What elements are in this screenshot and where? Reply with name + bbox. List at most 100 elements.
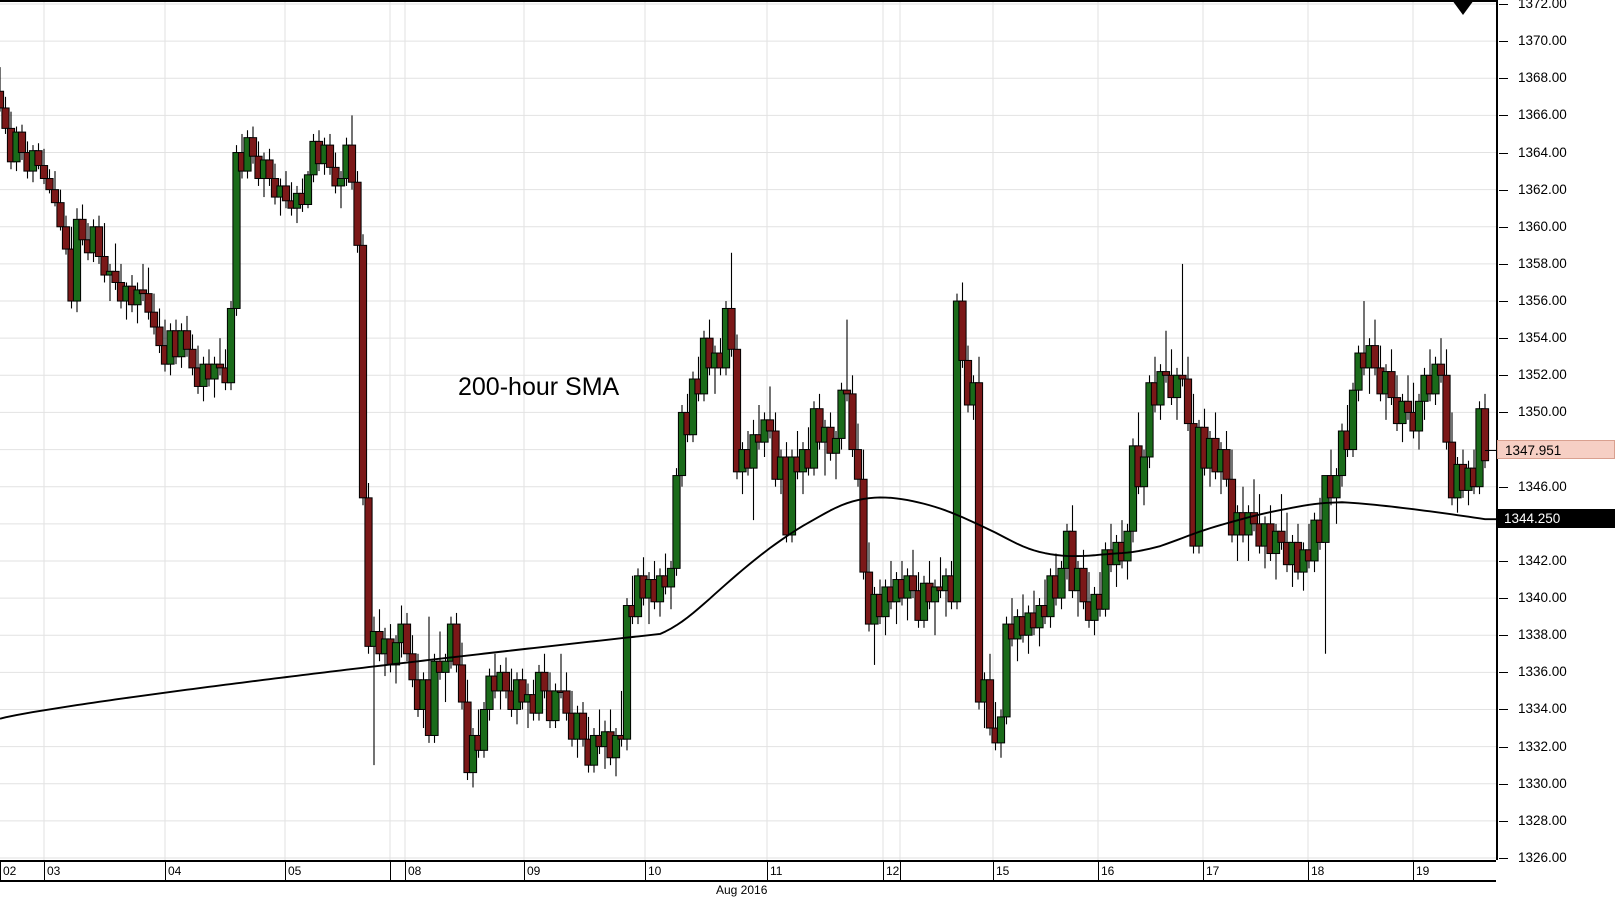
candle-body [589, 734, 599, 766]
candle-body [391, 642, 401, 666]
candle-body [215, 363, 225, 369]
y-axis-tick [1499, 41, 1508, 43]
y-axis-tick [1499, 858, 1508, 859]
candle-body [149, 311, 159, 328]
x-axis-separator [44, 860, 45, 881]
candle-body [331, 166, 340, 187]
candle-body [39, 165, 49, 180]
candle-body [210, 363, 219, 380]
y-axis-tick [1499, 635, 1508, 637]
candle-body [303, 174, 313, 206]
candle-body [732, 348, 742, 473]
candle-body [1057, 567, 1066, 599]
x-axis-label: 12 [886, 864, 900, 878]
x-axis-separator [390, 860, 391, 881]
x-axis-label: 03 [47, 864, 61, 878]
x-axis-separator [1413, 860, 1414, 881]
candle-body [1337, 430, 1347, 477]
y-axis-label: 1346.00 [1518, 478, 1567, 494]
candle-body [364, 497, 373, 647]
candle-body [347, 144, 357, 183]
candle-body [1370, 345, 1380, 369]
y-axis-label: 1352.00 [1518, 367, 1567, 383]
y-axis-tick [1499, 189, 1508, 191]
candle-body [1183, 378, 1193, 425]
y-axis-label: 1364.00 [1518, 144, 1567, 160]
y-axis-label: 1370.00 [1518, 33, 1567, 49]
x-axis-separator [767, 860, 768, 881]
candle-body [952, 300, 962, 603]
x-axis-separator [993, 860, 994, 881]
candle-body [138, 289, 148, 295]
x-axis-separator [900, 860, 901, 881]
candle-body [853, 449, 863, 480]
candle-body [325, 144, 335, 168]
y-axis-label: 1328.00 [1518, 812, 1567, 828]
y-axis-tick [1499, 226, 1508, 228]
x-axis-separator [165, 860, 166, 881]
x-axis-label: 11 [770, 864, 783, 878]
candle-body [540, 671, 549, 692]
candle-body [479, 708, 489, 751]
y-axis-label: 1368.00 [1518, 70, 1567, 86]
x-axis-label: 15 [996, 864, 1010, 878]
candle-body [100, 255, 109, 276]
candle-body [353, 181, 362, 246]
candle-body [518, 679, 527, 703]
y-axis-label: 1358.00 [1518, 255, 1567, 271]
candle-body [133, 289, 142, 306]
x-axis-separator [285, 860, 286, 881]
x-axis-label: 05 [288, 864, 302, 878]
candle-body [1145, 382, 1154, 458]
candle-body [402, 623, 412, 655]
candle-body [749, 434, 758, 469]
sma-line [0, 496, 1496, 720]
candle-body [666, 567, 676, 588]
candle-body [1387, 371, 1396, 399]
x-axis-label: 17 [1206, 864, 1220, 878]
candle-body [56, 202, 65, 228]
candle-body [1354, 352, 1363, 391]
y-axis-tick [1499, 152, 1508, 154]
candle-body [765, 419, 775, 432]
candle-body [501, 671, 511, 692]
y-axis-label: 1354.00 [1518, 330, 1567, 346]
candle-body [1414, 400, 1424, 432]
candle-body [1348, 389, 1358, 451]
candle-body [441, 660, 450, 673]
candle-body [958, 300, 967, 361]
y-axis-tick [1499, 486, 1508, 488]
candle-body [996, 716, 1006, 744]
y-axis-tick [1499, 4, 1508, 5]
chart-svg [0, 0, 1496, 860]
x-axis-line-bottom [0, 880, 1496, 882]
y-axis-label: 1342.00 [1518, 552, 1567, 568]
candle-body [672, 475, 681, 569]
x-axis-label: 09 [527, 864, 541, 878]
y-axis-tick [1499, 709, 1508, 711]
candle-body [61, 226, 71, 250]
candle-body [1442, 374, 1451, 443]
chart-plot-area[interactable] [0, 0, 1496, 860]
candle-body [430, 660, 439, 736]
candle-body [1002, 623, 1011, 718]
candle-body [1172, 374, 1182, 399]
x-axis-period-label: Aug 2016 [716, 883, 768, 897]
x-axis-label: 02 [3, 864, 17, 878]
candle-body [848, 393, 857, 451]
candle-body [188, 348, 197, 369]
y-axis-label: 1330.00 [1518, 775, 1567, 791]
y-axis-tick [1499, 820, 1508, 822]
candle-body [985, 679, 995, 729]
y-axis-tick [1499, 598, 1508, 600]
candle-body [226, 307, 236, 384]
candle-body [232, 152, 241, 309]
y-axis-label: 1338.00 [1518, 627, 1567, 643]
x-axis-label: 19 [1416, 864, 1430, 878]
y-axis-tick [1499, 672, 1508, 674]
x-axis-separator [1098, 860, 1099, 881]
candle-body [908, 575, 918, 592]
x-axis-separator [0, 860, 1, 881]
candle-body [1128, 445, 1138, 532]
candle-body [111, 270, 120, 283]
